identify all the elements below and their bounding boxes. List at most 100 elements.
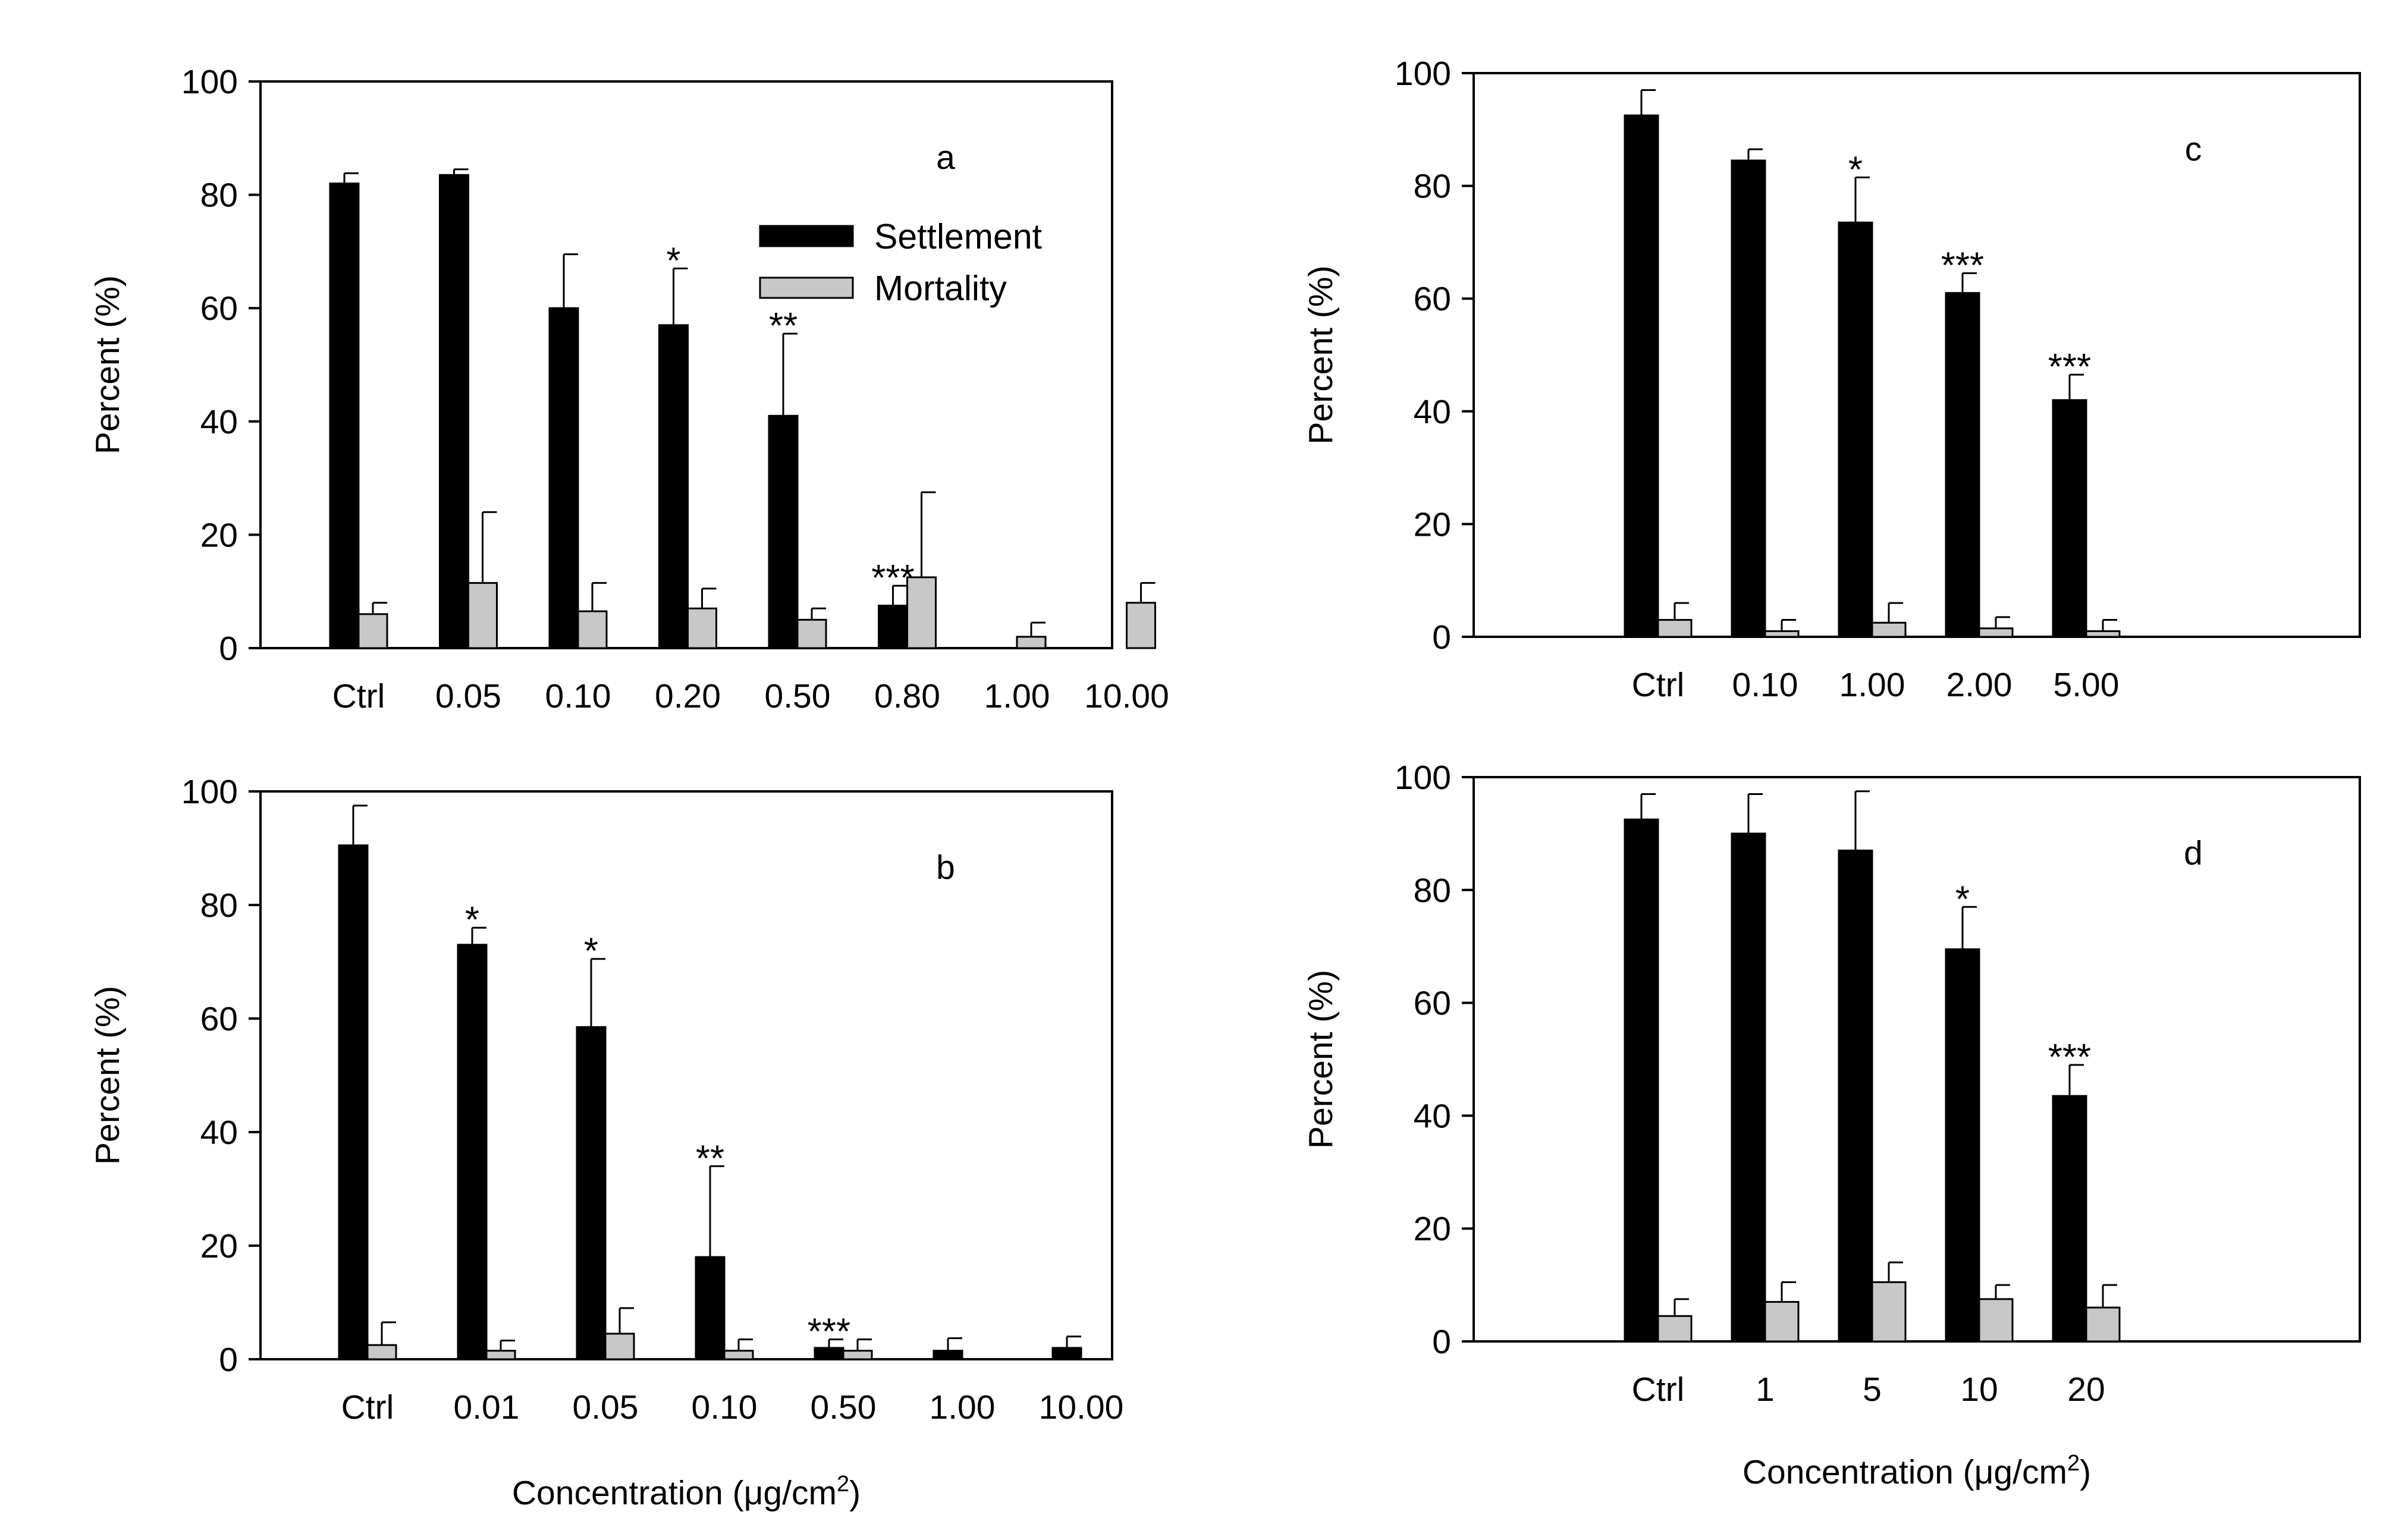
- significance-marker: *: [666, 240, 680, 281]
- y-tick-label: 20: [1414, 1210, 1451, 1248]
- mortality-bar: [1978, 1298, 2014, 1343]
- y-tick-label: 0: [219, 1341, 238, 1379]
- significance-marker: ***: [2048, 1037, 2091, 1078]
- settlement-bar: [1624, 114, 1659, 638]
- chart-panel-b: 0 20 40 60 80 100 Percent (%) b Ctrl * 0.01 * 0.05 **…: [89, 773, 1123, 1512]
- x-tick-label: 0.50: [765, 677, 831, 715]
- x-tick-label: 0.05: [435, 677, 501, 715]
- settlement-bar: [1624, 818, 1659, 1343]
- significance-marker: ***: [2048, 347, 2091, 388]
- x-tick-label: 10.00: [1039, 1388, 1124, 1426]
- y-tick-label: 60: [200, 1000, 238, 1038]
- mortality-bar: [1871, 621, 1907, 638]
- significance-marker: *: [1955, 879, 1970, 920]
- settlement-bar: [1945, 948, 1980, 1343]
- y-tick-label: 40: [1414, 1097, 1451, 1135]
- x-tick-label: 0.50: [811, 1388, 877, 1426]
- mortality-bar: [485, 1350, 516, 1360]
- plot-frame: [1472, 72, 2361, 638]
- significance-marker: **: [769, 306, 798, 347]
- settlement-bar: [658, 324, 689, 649]
- settlement-bar: [1051, 1347, 1082, 1360]
- mortality-bar: [1871, 1281, 1907, 1343]
- mortality-bar: [1764, 1301, 1800, 1343]
- x-tick-label: 10: [1960, 1371, 1998, 1409]
- panel-letter: b: [936, 848, 955, 887]
- significance-marker: ***: [871, 558, 914, 599]
- y-tick-label: 80: [200, 177, 238, 215]
- legend-swatch-settlement: [759, 225, 854, 247]
- x-tick-label: 1.00: [984, 677, 1050, 715]
- x-tick-label: Ctrl: [1632, 666, 1685, 704]
- y-tick-label: 0: [219, 630, 238, 668]
- settlement-bar: [457, 944, 488, 1360]
- x-tick-label: Ctrl: [332, 677, 385, 715]
- mortality-bar: [1657, 1315, 1693, 1343]
- y-axis-label: Percent (%): [89, 275, 127, 454]
- y-tick-label: 40: [200, 403, 238, 441]
- settlement-bar: [1838, 221, 1873, 638]
- mortality-bar: [2085, 630, 2121, 638]
- x-tick-label: 0.10: [545, 677, 611, 715]
- significance-marker: ***: [1941, 246, 1984, 287]
- significance-marker: ***: [808, 1312, 850, 1353]
- y-tick-label: 60: [200, 290, 238, 328]
- mortality-bar: [1978, 627, 2014, 638]
- x-tick-label: Ctrl: [341, 1388, 394, 1426]
- x-tick-label: 0.05: [573, 1388, 639, 1426]
- plot-frame: [1472, 776, 2361, 1343]
- chart-panel-c: 0 20 40 60 80 100 Percent (%) c Ctrl 0.10 * 1.00 ***…: [1302, 55, 2361, 704]
- mortality-bar: [2085, 1306, 2121, 1343]
- x-axis-label: Concentration (μg/cm2): [1742, 1451, 2091, 1491]
- x-tick-label: 0.10: [692, 1388, 758, 1426]
- y-axis-label: Percent (%): [89, 986, 127, 1165]
- settlement-bar: [2052, 1095, 2087, 1343]
- x-tick-label: 5: [1863, 1371, 1882, 1409]
- settlement-bar: [933, 1350, 963, 1360]
- y-axis-label: Percent (%): [1302, 266, 1340, 445]
- settlement-bar: [329, 183, 360, 649]
- chart-panel-a: 0 20 40 60 80 100 Percent (%) a Ctrl 0.05 0.10 * 0.2…: [89, 63, 1169, 715]
- legend-label-settlement: Settlement: [874, 217, 1042, 256]
- y-tick-label: 100: [1395, 55, 1451, 93]
- x-tick-label: 5.00: [2054, 666, 2120, 704]
- mortality-bar: [687, 607, 717, 649]
- y-tick-label: 80: [200, 887, 238, 925]
- x-tick-label: 0.10: [1732, 666, 1798, 704]
- x-tick-label: 2.00: [1946, 666, 2012, 704]
- significance-marker: *: [584, 931, 598, 972]
- x-tick-label: 0.80: [874, 677, 940, 715]
- y-tick-label: 40: [200, 1114, 238, 1152]
- settlement-bar: [1838, 849, 1873, 1343]
- settlement-bar: [548, 307, 579, 649]
- y-tick-label: 20: [1414, 505, 1451, 543]
- y-tick-label: 0: [1432, 618, 1451, 656]
- settlement-bar: [1731, 832, 1766, 1343]
- mortality-bar: [796, 618, 827, 649]
- x-axis-label: Concentration (μg/cm2): [512, 1472, 861, 1512]
- plot-frame: [259, 790, 1113, 1360]
- panel-letter: a: [936, 139, 955, 177]
- panel-letter: d: [2184, 834, 2203, 872]
- y-tick-label: 100: [1395, 759, 1451, 797]
- settlement-bar: [2052, 399, 2087, 638]
- x-tick-label: 20: [2067, 1371, 2105, 1409]
- mortality-bar: [467, 582, 498, 649]
- x-tick-label: 0.01: [454, 1388, 520, 1426]
- mortality-bar: [906, 576, 937, 649]
- mortality-bar: [723, 1350, 754, 1360]
- y-tick-label: 40: [1414, 393, 1451, 431]
- y-tick-label: 20: [200, 516, 238, 554]
- y-tick-label: 80: [1414, 872, 1451, 910]
- y-tick-label: 80: [1414, 168, 1451, 206]
- settlement-bar: [1945, 292, 1980, 638]
- x-tick-label: 0.20: [655, 677, 721, 715]
- mortality-bar: [1126, 602, 1156, 649]
- mortality-bar: [1764, 630, 1800, 638]
- settlement-bar: [768, 414, 799, 649]
- settlement-bar: [878, 605, 908, 649]
- y-axis-label: Percent (%): [1302, 970, 1340, 1149]
- y-tick-label: 20: [200, 1227, 238, 1265]
- x-tick-label: Ctrl: [1632, 1371, 1685, 1409]
